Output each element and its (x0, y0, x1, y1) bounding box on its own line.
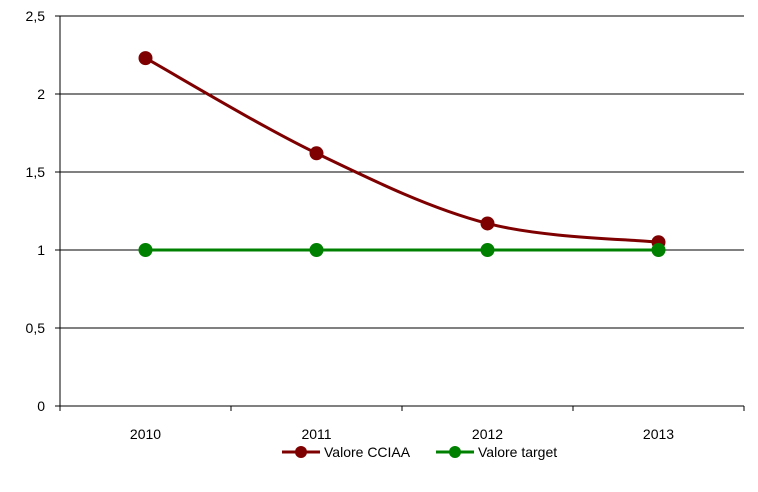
data-point (309, 243, 324, 257)
data-point (138, 243, 153, 257)
data-point (651, 243, 666, 257)
x-axis-ticks: 2010 2011 2012 2013 (59, 406, 745, 442)
y-tick-label: 1 (37, 242, 45, 258)
grid-lines (60, 15, 744, 329)
data-point (309, 146, 324, 161)
data-point (480, 216, 495, 231)
legend-swatch-marker (449, 446, 461, 458)
x-tick-label: 2013 (643, 426, 674, 442)
data-point (480, 243, 495, 257)
x-tick-label: 2011 (301, 426, 331, 442)
legend: Valore CCIAA Valore target (282, 444, 557, 460)
x-tick-label: 2010 (130, 426, 161, 442)
y-tick-label: 2,5 (26, 8, 46, 24)
axes (59, 16, 744, 407)
x-tick-label: 2012 (472, 426, 503, 442)
y-tick-label: 2 (37, 86, 45, 102)
y-axis-ticks: 0 0,5 1 1,5 2 2,5 (26, 8, 60, 414)
legend-item: Valore target (436, 444, 557, 460)
y-tick-label: 0,5 (26, 320, 46, 336)
y-tick-label: 1,5 (26, 164, 46, 180)
legend-item: Valore CCIAA (282, 444, 411, 460)
data-point (138, 51, 153, 66)
legend-swatch-marker (295, 446, 307, 458)
y-tick-label: 0 (37, 398, 45, 414)
series-layer (138, 51, 666, 257)
series-line (144, 56, 659, 244)
legend-label: Valore CCIAA (324, 444, 411, 460)
legend-label: Valore target (478, 444, 557, 460)
